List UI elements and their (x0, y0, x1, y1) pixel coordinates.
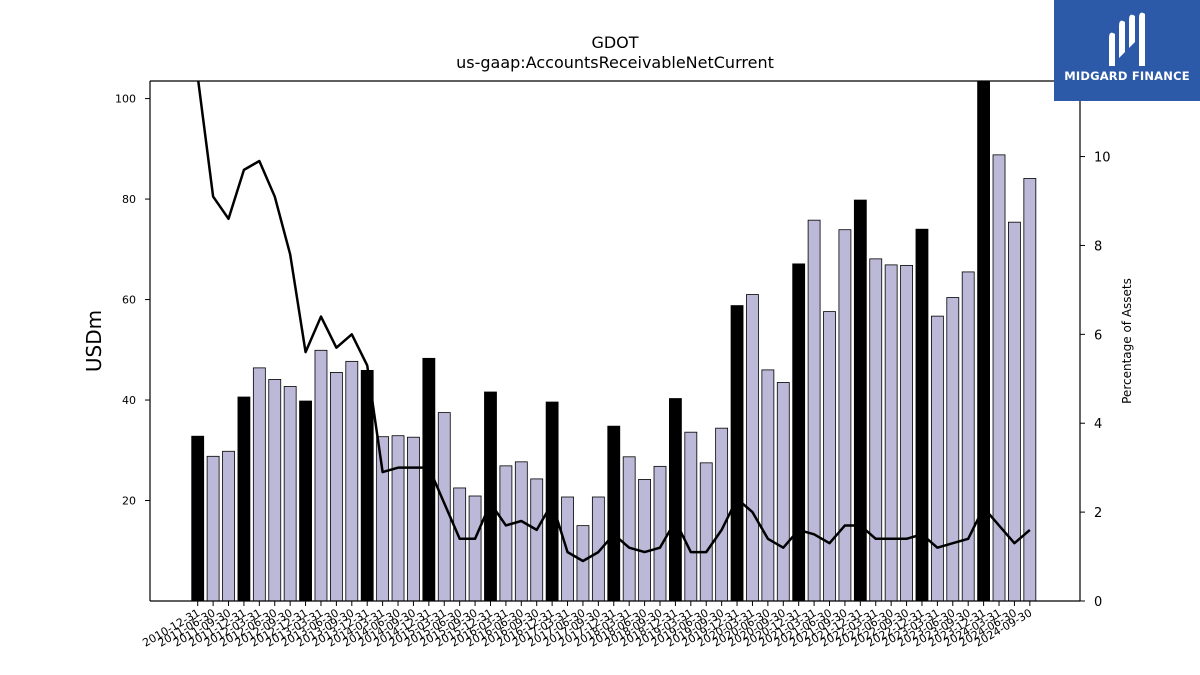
bar (206, 455, 220, 602)
bar (484, 391, 497, 602)
y-tick-label: 100 (115, 93, 136, 106)
y-axis-label: USDm (82, 310, 106, 372)
bar (437, 412, 451, 602)
bar (792, 263, 806, 602)
bar (514, 461, 528, 602)
y-right-tick-label: 0 (1094, 595, 1102, 610)
bar (468, 495, 482, 602)
bar (823, 311, 836, 602)
bar (607, 425, 621, 602)
y-right-tick-label: 8 (1094, 239, 1102, 254)
brand-logo: MIDGARD FINANCE (1054, 0, 1200, 101)
bar (222, 450, 235, 602)
bar (869, 258, 883, 602)
y-right-tick-label: 6 (1094, 328, 1102, 343)
y-right-tick-label: 4 (1094, 417, 1102, 432)
bar (715, 427, 729, 602)
bar (699, 462, 713, 602)
bar (638, 479, 651, 602)
y-tick-label: 60 (122, 294, 136, 307)
y-tick-label: 40 (122, 394, 136, 407)
bar (622, 456, 636, 602)
bar (992, 154, 1006, 602)
bar (329, 371, 343, 602)
bar (360, 369, 374, 602)
bar (545, 401, 559, 602)
brand-mark-icon (1109, 12, 1145, 67)
chart-subtitle: us-gaap:AccountsReceivableNetCurrent (456, 53, 774, 72)
bar (576, 525, 590, 602)
bar (391, 435, 405, 602)
bar (961, 271, 975, 602)
bar (499, 465, 513, 602)
bar (977, 80, 991, 602)
percentage-line (197, 81, 1031, 563)
y-axis-right-ticks: 0 2 4 6 8 10 (1080, 151, 1111, 610)
y-tick-label: 20 (122, 495, 136, 508)
bar (669, 398, 682, 602)
bar (838, 229, 852, 602)
brand-name: MIDGARD FINANCE (1064, 69, 1190, 83)
bar (407, 436, 420, 602)
bar-series (191, 80, 1037, 602)
bar (268, 379, 282, 602)
bar (252, 367, 266, 602)
bar (1023, 178, 1037, 602)
bar (653, 465, 667, 602)
bar (530, 478, 544, 602)
bar (376, 436, 390, 602)
bar (761, 369, 775, 602)
bar (776, 382, 790, 602)
bar (453, 487, 467, 602)
line-series (197, 81, 1031, 563)
y-tick-label: 80 (122, 193, 136, 206)
bar (299, 400, 312, 602)
chart-title: GDOT (591, 33, 638, 52)
bar (946, 297, 960, 602)
bar (191, 435, 205, 602)
y-right-tick-label: 10 (1094, 151, 1111, 166)
axes (149, 80, 1081, 602)
bar (684, 431, 698, 602)
bar (853, 199, 867, 602)
bar (884, 264, 898, 602)
y-axis-ticks: 20 40 60 80 100 (115, 93, 150, 508)
bar (730, 305, 744, 602)
bar (930, 315, 944, 602)
bar (314, 349, 328, 602)
bar (900, 264, 913, 602)
bar (915, 228, 929, 602)
y-right-tick-label: 2 (1094, 506, 1102, 521)
bar (807, 219, 821, 602)
bar (237, 396, 251, 602)
bar (746, 294, 759, 602)
bar (283, 386, 297, 602)
bar (345, 360, 359, 602)
y-axis-right-label: Percentage of Assets (1120, 278, 1134, 404)
x-axis-ticks: 2010-12-312011-06-302011-09-302011-12-31… (140, 601, 1034, 650)
